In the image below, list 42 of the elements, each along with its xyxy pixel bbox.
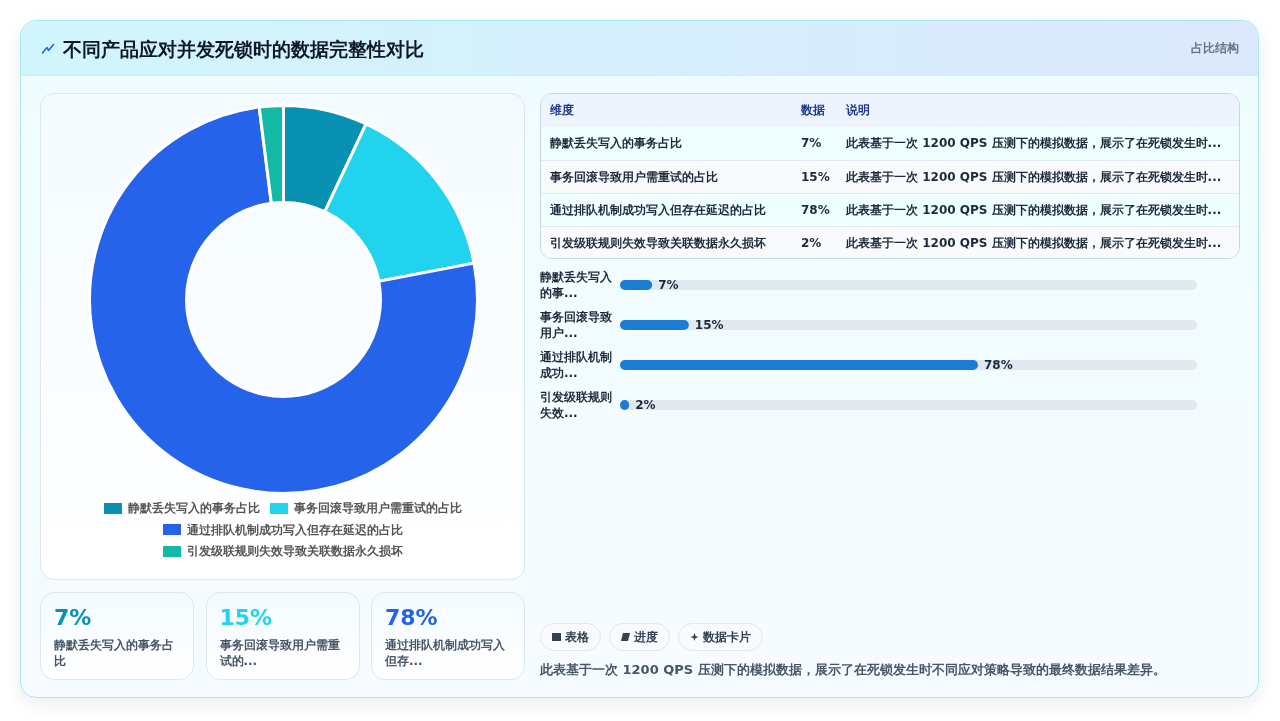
category-label: 静默丢失写入的事务占比 xyxy=(54,637,175,669)
text: 78% xyxy=(385,605,438,631)
slice-label: 通过排队机制成功写入但存在延迟的占比 xyxy=(187,521,403,538)
category-label: 静默丢失写入的事务占比 xyxy=(550,135,682,151)
category-label: 事务回滚导致用户需重试的占比 xyxy=(550,169,718,185)
category-label: 通过排队机制成功写入但存... xyxy=(385,637,506,669)
text: 维度 xyxy=(550,102,574,118)
text: 表格 xyxy=(565,628,589,646)
text: 不同产品应对并发死锁时的数据完整性对比 xyxy=(63,37,424,61)
text: 占比结构 xyxy=(1191,40,1239,56)
data-label: 2% xyxy=(635,397,656,413)
text: 此表基于一次 1200 QPS 压测下的模拟数据，展示了在死锁发生时... xyxy=(846,235,1222,251)
legend-label: 静默丢失写入的事务占比 xyxy=(128,500,260,516)
data-label: 78% xyxy=(984,357,1013,373)
y-tick-label: 事务回滚导致用户... xyxy=(540,309,613,341)
text: 78% xyxy=(801,202,830,218)
text: 此表基于一次 1200 QPS 压测下的模拟数据，展示了在死锁发生时... xyxy=(846,169,1222,185)
bar xyxy=(620,320,689,330)
text: 2% xyxy=(801,235,822,251)
text: 7% xyxy=(801,135,822,151)
y-tick-label: 通过排队机制成功... xyxy=(540,349,613,381)
text: 此表基于一次 1200 QPS 压测下的模拟数据，展示了在死锁发生时... xyxy=(846,202,1222,218)
text: 数据卡片 xyxy=(703,628,751,646)
bar xyxy=(620,280,653,290)
category-label: 事务回滚导致用户需重试的... xyxy=(219,637,341,669)
data-label: 7% xyxy=(658,277,679,293)
category-label: 引发级联规则失效导致关联数据永久损坏 xyxy=(550,235,766,251)
text: 说明 xyxy=(846,102,870,118)
text: 7% xyxy=(54,605,92,631)
text: 15% xyxy=(801,169,830,185)
text: 进度 xyxy=(634,628,658,646)
legend-label: 事务回滚导致用户需重试的占比 xyxy=(294,500,462,516)
y-tick-label: 静默丢失写入的事... xyxy=(540,269,613,301)
donut-slice xyxy=(88,105,479,495)
legend-label: 引发级联规则失效导致关联数据永久损坏 xyxy=(187,543,403,559)
category-label: 通过排队机制成功写入但存在延迟的占比 xyxy=(550,202,766,218)
y-tick-label: 引发级联规则失效... xyxy=(540,389,613,421)
text: 此表基于一次 1200 QPS 压测下的模拟数据，展示了在死锁发生时... xyxy=(846,135,1222,151)
text: 数据 xyxy=(801,102,825,118)
text: 此表基于一次 1200 QPS 压测下的模拟数据，展示了在死锁发生时不同应对策略导致的最终数据结果差异。 xyxy=(540,661,1166,679)
text: 15% xyxy=(219,605,273,631)
data-label: 15% xyxy=(694,317,724,333)
